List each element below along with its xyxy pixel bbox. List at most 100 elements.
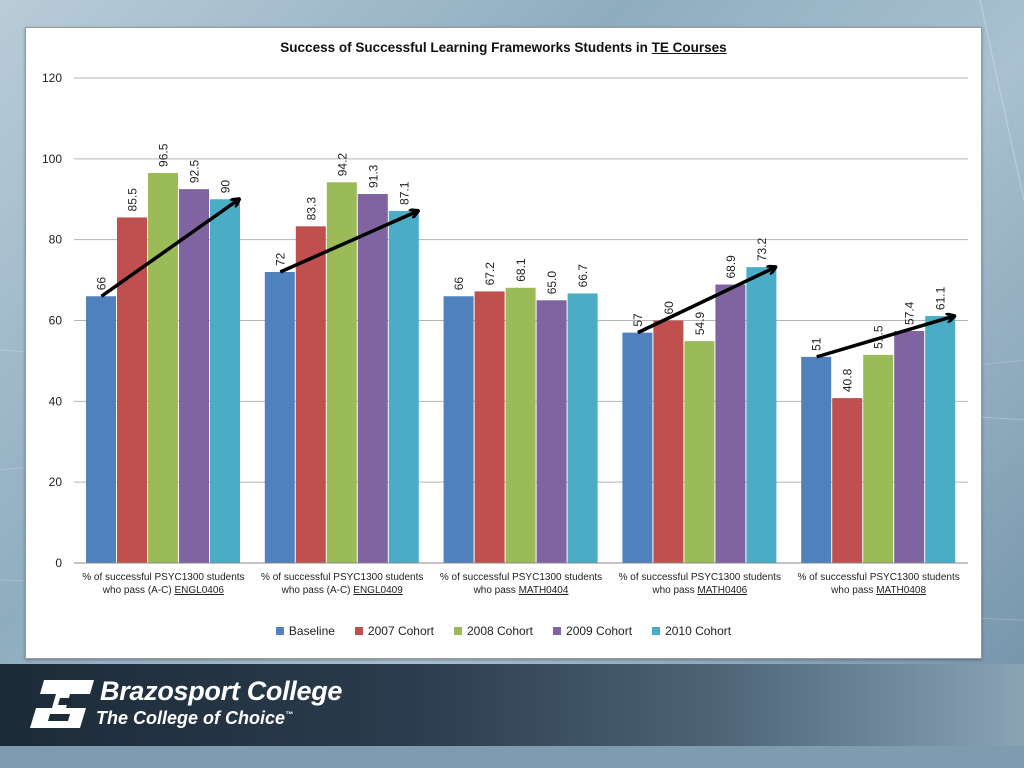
y-tick-label: 20 [49, 475, 63, 489]
data-label: 57.4 [903, 301, 917, 325]
chart-legend: Baseline 2007 Cohort 2008 Cohort 2009 Cohor… [26, 624, 981, 638]
data-label: 90 [219, 180, 233, 194]
category-course-code: ENGL0406 [174, 585, 224, 596]
data-label: 40.8 [841, 368, 855, 392]
category-label-prefix: who pass (A-C) [281, 585, 354, 596]
data-label: 66 [95, 277, 109, 291]
category-label-line1: % of successful PSYC1300 students [618, 572, 781, 583]
chart-title: Success of Successful Learning Framework… [26, 40, 981, 55]
data-label: 73.2 [755, 237, 769, 261]
bar [863, 354, 894, 563]
category-label-line1: % of successful PSYC1300 students [797, 572, 960, 583]
y-tick-label: 120 [42, 71, 62, 85]
legend-swatch [652, 627, 661, 635]
legend-label: Baseline [288, 624, 335, 638]
bar [715, 284, 746, 563]
bar [746, 267, 777, 563]
y-tick-label: 60 [49, 314, 63, 328]
bar [505, 287, 536, 563]
legend-label: 2007 Cohort [367, 624, 434, 638]
data-label: 91.3 [366, 164, 380, 188]
category-label-prefix: who pass [831, 585, 877, 596]
data-label: 96.5 [157, 143, 171, 167]
bar [684, 341, 715, 563]
legend-item: 2009 Cohort [553, 624, 632, 638]
legend-item: 2010 Cohort [652, 624, 731, 638]
category-label-line2: who pass (A-C) ENGL0409 [256, 584, 428, 597]
category-label-line1: % of successful PSYC1300 students [261, 572, 424, 583]
bar [832, 398, 863, 563]
data-label: 68.9 [724, 255, 738, 279]
legend-item: 2007 Cohort [354, 624, 434, 638]
data-label: 61.1 [934, 286, 948, 310]
y-tick-label: 80 [49, 233, 63, 247]
bar-chart: 0 20 40 60 80 100 120 66 85.5 96.5 92.5 90 72 83.3 94.… [42, 71, 968, 570]
bar [295, 226, 326, 563]
bar [264, 272, 295, 563]
data-label: 67.2 [483, 262, 497, 286]
category-label-prefix: who pass (A-C) [102, 585, 175, 596]
data-label: 72 [273, 252, 287, 266]
bar [388, 210, 419, 564]
data-label: 66 [452, 277, 466, 291]
category-label-line2: who pass MATH0404 [435, 584, 607, 597]
tagline-text: The College of Choice [96, 708, 286, 728]
data-label: 60 [662, 301, 676, 315]
y-tick-label: 0 [55, 556, 62, 570]
bar [357, 193, 388, 563]
data-label: 51 [810, 337, 824, 351]
trend-arrow [100, 199, 240, 298]
legend-swatch [453, 627, 462, 635]
brazosport-logo-icon [30, 680, 94, 728]
category-label: % of successful PSYC1300 students who pas… [435, 571, 607, 597]
category-label: % of successful PSYC1300 students who pas… [77, 571, 249, 597]
legend-label: 2009 Cohort [566, 624, 633, 638]
trend-arrow [279, 211, 418, 274]
data-label: 83.3 [304, 197, 318, 221]
data-label: 54.9 [693, 311, 707, 335]
bar [536, 300, 567, 563]
category-label-line1: % of successful PSYC1300 students [82, 572, 245, 583]
data-label: 87.1 [397, 181, 411, 205]
chart-panel: 0 20 40 60 80 100 120 66 85.5 96.5 92.5 90 72 83.3 94.… [25, 27, 982, 659]
category-label: % of successful PSYC1300 students who pas… [793, 571, 965, 597]
category-course-code: MATH0406 [697, 585, 748, 596]
legend-swatch [275, 627, 284, 635]
data-label: 68.1 [514, 258, 528, 282]
legend-item: 2008 Cohort [453, 624, 534, 638]
bar [210, 199, 240, 563]
category-course-code: MATH0408 [876, 585, 927, 596]
bar [801, 356, 832, 563]
footer-bar [0, 664, 1024, 746]
bar [567, 293, 598, 563]
bar [894, 331, 925, 563]
legend-item: Baseline [275, 624, 335, 638]
legend-label: 2010 Cohort [665, 624, 732, 638]
data-label: 66.7 [576, 264, 590, 288]
category-label-line2: who pass MATH0406 [614, 584, 786, 597]
y-tick-label: 100 [42, 152, 62, 166]
bar [86, 296, 116, 563]
chart-title-prefix: Success of Successful Learning Framework… [280, 40, 652, 55]
trademark-mark: ™ [285, 710, 294, 719]
college-tagline: The College of Choice™ [96, 708, 293, 729]
bar [925, 316, 956, 563]
y-tick-label: 40 [49, 394, 63, 408]
data-label: 65.0 [545, 271, 559, 295]
category-label-line2: who pass MATH0408 [793, 584, 965, 597]
data-label: 85.5 [126, 188, 140, 212]
category-course-code: ENGL0409 [353, 585, 403, 596]
legend-label: 2008 Cohort [466, 624, 534, 638]
chart-title-emphasis: TE Courses [651, 40, 727, 55]
footer-bottom-strip [0, 746, 1024, 768]
bar [443, 296, 474, 563]
college-name: Brazosport College [100, 676, 343, 706]
bar [474, 291, 505, 563]
legend-swatch [354, 627, 363, 635]
bar [148, 172, 178, 563]
category-course-code: MATH0404 [518, 585, 569, 596]
bar [653, 320, 684, 563]
legend-swatch [553, 627, 562, 635]
bar [179, 189, 209, 564]
category-label-line1: % of successful PSYC1300 students [439, 572, 603, 583]
